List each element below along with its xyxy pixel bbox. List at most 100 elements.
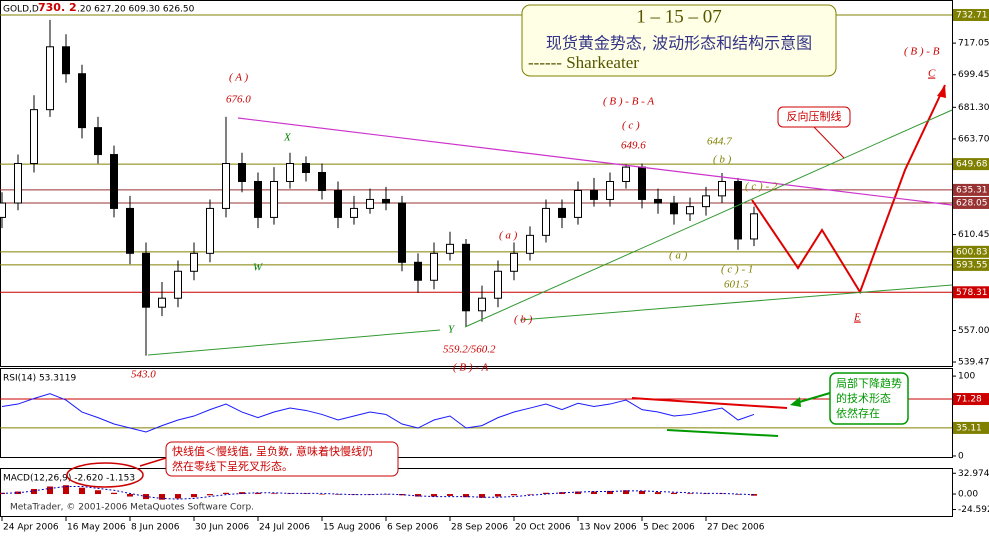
symbol: GOLD,D bbox=[3, 5, 39, 15]
candle-body bbox=[718, 180, 726, 197]
candle-body bbox=[558, 207, 566, 218]
highlight bbox=[66, 462, 144, 488]
candle-body bbox=[606, 180, 614, 200]
panel-title: RSI(14) 53.3119 bbox=[3, 374, 76, 384]
x-tick-label: 13 Nov 2006 bbox=[579, 523, 637, 533]
level-label-box bbox=[953, 286, 989, 299]
x-tick-label: 8 Jun 2006 bbox=[131, 523, 180, 533]
wave-label: 676.0 bbox=[226, 94, 251, 106]
candle-body bbox=[334, 189, 342, 218]
level-label: 628.05 bbox=[956, 198, 988, 208]
trend-line bbox=[147, 329, 441, 356]
macd-bar bbox=[751, 494, 757, 496]
macd-panel bbox=[0, 468, 953, 517]
macd-bar bbox=[607, 490, 613, 495]
ohlc: .20 627.20 609.30 626.50 bbox=[77, 5, 195, 15]
trend-line bbox=[237, 117, 953, 206]
macd-bar bbox=[703, 493, 709, 495]
callout-pointer bbox=[813, 126, 845, 159]
macd-bar bbox=[415, 494, 421, 497]
candle-body bbox=[638, 166, 646, 200]
x-tick-label: 24 Apr 2006 bbox=[3, 523, 59, 533]
macd-bar bbox=[175, 494, 181, 499]
y-tick-label: 717.05 bbox=[958, 39, 989, 49]
callout: 反向压制线 bbox=[787, 109, 842, 123]
candle-body bbox=[446, 243, 454, 254]
callout: 的技术形态 bbox=[836, 391, 891, 405]
wave-label: C bbox=[928, 68, 936, 80]
candle-body bbox=[46, 46, 54, 111]
subtitle: 现货黄金势态, 波动形态和结构示意图 bbox=[546, 34, 812, 53]
level-label-box bbox=[953, 421, 989, 434]
candle-body bbox=[670, 202, 678, 215]
x-tick-label: 15 Aug 2006 bbox=[323, 523, 381, 533]
macd-bar bbox=[575, 491, 581, 495]
plot-layer: 717.05 699.45 681.30 663.70 610.45 557.00 539.… bbox=[0, 8, 989, 533]
x-tick-label: 20 Oct 2006 bbox=[515, 523, 571, 533]
arrow bbox=[795, 392, 831, 404]
wave-label: 644.7 bbox=[707, 136, 732, 148]
rsi-trend bbox=[631, 397, 788, 409]
y-tick-label: 539.47 bbox=[958, 358, 989, 368]
title-box bbox=[521, 4, 837, 77]
macd-bar bbox=[719, 493, 725, 495]
candle-body bbox=[382, 198, 390, 204]
wave-label: ( A ) bbox=[229, 72, 248, 84]
candle-body bbox=[30, 109, 38, 165]
macd-bar bbox=[511, 494, 517, 496]
wave-label: ( c ) - 2 bbox=[745, 181, 778, 193]
candle-body bbox=[318, 172, 326, 191]
trend-line bbox=[464, 109, 953, 328]
wave-label: ( a ) bbox=[499, 230, 518, 242]
candle-body bbox=[286, 163, 294, 182]
macd-bar bbox=[31, 489, 37, 495]
candle-body bbox=[702, 195, 710, 208]
candle-body bbox=[542, 207, 550, 236]
candle-body bbox=[14, 163, 22, 204]
candle-body bbox=[110, 154, 118, 209]
macd-bar bbox=[95, 490, 101, 495]
macd-bar bbox=[111, 492, 117, 495]
wave-label: E bbox=[853, 312, 861, 324]
wave-label: Y bbox=[448, 324, 456, 336]
candle-body bbox=[510, 252, 518, 272]
candle-body bbox=[654, 198, 662, 204]
y-tick-label: 0 bbox=[958, 451, 964, 461]
wave-label: 559.2/560.2 bbox=[443, 344, 496, 356]
candle-body bbox=[750, 213, 758, 240]
candle-body bbox=[622, 166, 630, 182]
projection-path bbox=[751, 84, 946, 295]
candle-body bbox=[238, 163, 246, 182]
candle-body bbox=[174, 270, 182, 299]
candle-body bbox=[126, 207, 134, 254]
macd-bar bbox=[79, 487, 85, 495]
macd-bar bbox=[591, 491, 597, 495]
candle-body bbox=[0, 202, 6, 218]
x-tick-label: 16 May 2006 bbox=[67, 523, 126, 533]
macd-bar bbox=[463, 494, 469, 498]
level-label: 71.28 bbox=[956, 395, 982, 405]
level-label-box bbox=[953, 158, 989, 171]
macd-bar bbox=[639, 490, 645, 495]
wave-label: ( B ) - A bbox=[453, 362, 489, 374]
level-label: 600.83 bbox=[956, 247, 988, 257]
candle-body bbox=[478, 297, 486, 312]
candle-body bbox=[590, 189, 598, 200]
candle-body bbox=[366, 198, 374, 209]
signal-line bbox=[1, 485, 755, 500]
level-label: 635.31 bbox=[956, 185, 988, 195]
macd-bar bbox=[527, 494, 533, 495]
candle-body bbox=[62, 46, 70, 75]
candle-body bbox=[734, 180, 742, 240]
candle-body bbox=[222, 163, 230, 209]
x-tick-label: 24 Jul 2006 bbox=[259, 523, 310, 533]
wave-label: ( a ) bbox=[669, 250, 688, 262]
level-label: 35.11 bbox=[956, 423, 982, 433]
candle-body bbox=[142, 252, 150, 308]
y-tick-label: 100 bbox=[958, 372, 975, 382]
author: ------ Sharkeater bbox=[528, 53, 639, 72]
callout: 然在零线下呈死叉形态。 bbox=[172, 459, 293, 473]
arrow-head bbox=[790, 397, 801, 407]
wave-label: W bbox=[253, 262, 263, 274]
wave-label: ( B ) - B bbox=[904, 46, 940, 58]
